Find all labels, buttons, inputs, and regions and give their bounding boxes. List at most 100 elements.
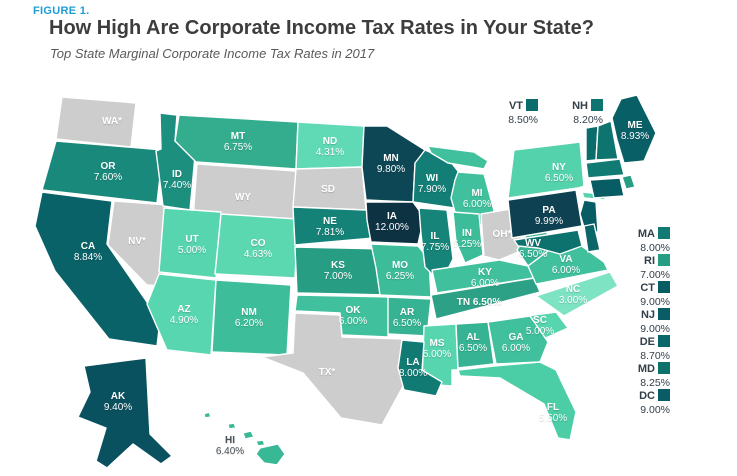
callout-swatch-ri bbox=[658, 254, 670, 266]
callout-md: MD 8.25% bbox=[638, 362, 670, 389]
svg-text:VT: VT bbox=[509, 100, 523, 112]
callout-swatch-md bbox=[658, 362, 670, 374]
svg-text:DE: DE bbox=[640, 336, 655, 348]
state-label-ky: KY6.00% bbox=[471, 267, 499, 289]
state-label-ny: NY6.50% bbox=[545, 162, 573, 184]
svg-text:CO: CO bbox=[251, 238, 266, 249]
svg-text:7.40%: 7.40% bbox=[163, 180, 191, 191]
state-hi bbox=[203, 411, 286, 466]
state-label-tx: TX* bbox=[319, 367, 336, 378]
state-label-in: IN6.25% bbox=[453, 228, 481, 250]
state-fl bbox=[457, 361, 577, 441]
svg-text:IL: IL bbox=[431, 231, 440, 242]
state-label-mo: MO6.25% bbox=[386, 260, 414, 282]
svg-text:9.80%: 9.80% bbox=[377, 164, 405, 175]
state-label-sd: SD bbox=[321, 184, 335, 195]
svg-text:6.40%: 6.40% bbox=[216, 446, 244, 457]
svg-text:6.75%: 6.75% bbox=[224, 142, 252, 153]
state-label-nv: NV* bbox=[128, 236, 146, 247]
svg-text:AL: AL bbox=[466, 332, 479, 343]
svg-text:TX*: TX* bbox=[319, 367, 336, 378]
svg-text:KY: KY bbox=[478, 267, 492, 278]
svg-text:6.20%: 6.20% bbox=[235, 318, 263, 329]
state-label-nc: NC3.00% bbox=[559, 284, 587, 306]
svg-text:AR: AR bbox=[400, 307, 415, 318]
state-pa bbox=[507, 189, 583, 239]
svg-text:MA: MA bbox=[638, 228, 655, 240]
svg-text:MS: MS bbox=[430, 338, 445, 349]
svg-text:WA*: WA* bbox=[102, 116, 122, 127]
svg-text:6.00%: 6.00% bbox=[339, 316, 367, 327]
state-label-co: CO4.63% bbox=[244, 238, 272, 260]
callout-nj: NJ 9.00% bbox=[640, 308, 670, 335]
svg-text:PA: PA bbox=[542, 205, 555, 216]
svg-text:6.00%: 6.00% bbox=[502, 343, 530, 354]
svg-text:7.90%: 7.90% bbox=[418, 184, 446, 195]
callout-swatch-dc bbox=[658, 389, 670, 401]
state-label-ar: AR6.50% bbox=[393, 307, 421, 329]
state-ca bbox=[34, 191, 161, 347]
state-label-wv: WV6.50% bbox=[519, 238, 547, 260]
state-me bbox=[611, 94, 657, 164]
callout-nh: NH 8.20% bbox=[572, 99, 603, 126]
svg-text:WI: WI bbox=[426, 173, 438, 184]
state-nc bbox=[535, 271, 619, 317]
state-label-mn: MN9.80% bbox=[377, 153, 405, 175]
svg-text:4.90%: 4.90% bbox=[170, 315, 198, 326]
svg-text:NH: NH bbox=[572, 100, 588, 112]
svg-text:9.40%: 9.40% bbox=[104, 402, 132, 413]
svg-text:8.00%: 8.00% bbox=[399, 368, 427, 379]
svg-text:4.31%: 4.31% bbox=[316, 147, 344, 158]
state-label-az: AZ4.90% bbox=[170, 304, 198, 326]
state-tx bbox=[261, 312, 408, 426]
svg-text:MI: MI bbox=[471, 188, 482, 199]
svg-text:NE: NE bbox=[323, 216, 337, 227]
svg-text:OK: OK bbox=[346, 305, 362, 316]
svg-text:8.70%: 8.70% bbox=[640, 350, 670, 362]
svg-text:OH*: OH* bbox=[493, 229, 512, 240]
svg-text:WY: WY bbox=[235, 192, 251, 203]
svg-text:7.81%: 7.81% bbox=[316, 227, 344, 238]
svg-text:6.00%: 6.00% bbox=[463, 199, 491, 210]
svg-text:GA: GA bbox=[509, 332, 524, 343]
svg-text:5.50%: 5.50% bbox=[539, 413, 567, 424]
state-label-me: ME8.93% bbox=[621, 120, 649, 142]
state-label-ga: GA6.00% bbox=[502, 332, 530, 354]
callout-ct: CT 9.00% bbox=[640, 281, 670, 308]
svg-text:6.50%: 6.50% bbox=[519, 249, 547, 260]
svg-text:MO: MO bbox=[392, 260, 408, 271]
svg-text:ME: ME bbox=[628, 120, 643, 131]
state-ct bbox=[589, 177, 625, 199]
svg-text:NY: NY bbox=[552, 162, 566, 173]
callout-swatch-nj bbox=[658, 308, 670, 320]
callout-swatch-vt bbox=[526, 99, 538, 111]
svg-text:8.00%: 8.00% bbox=[640, 242, 670, 254]
svg-text:7.75%: 7.75% bbox=[421, 242, 449, 253]
state-label-ks: KS7.00% bbox=[324, 260, 352, 282]
svg-text:9.00%: 9.00% bbox=[640, 404, 670, 416]
state-label-al: AL6.50% bbox=[459, 332, 487, 354]
state-label-wy: WY bbox=[235, 192, 251, 203]
figure-title: How High Are Corporate Income Tax Rates … bbox=[49, 17, 594, 39]
svg-text:IN: IN bbox=[462, 228, 472, 239]
svg-text:ND: ND bbox=[323, 136, 337, 147]
state-al bbox=[455, 321, 495, 369]
svg-text:4.63%: 4.63% bbox=[244, 249, 272, 260]
callout-ma: MA 8.00% bbox=[638, 227, 670, 254]
svg-text:LA: LA bbox=[406, 357, 419, 368]
state-ga bbox=[487, 315, 549, 365]
svg-text:NC: NC bbox=[566, 284, 580, 295]
state-label-pa: PA9.99% bbox=[535, 205, 563, 227]
svg-text:8.25%: 8.25% bbox=[640, 377, 670, 389]
svg-text:OR: OR bbox=[101, 161, 117, 172]
svg-text:DC: DC bbox=[639, 390, 655, 402]
callout-swatch-ct bbox=[658, 281, 670, 293]
state-label-nd: ND4.31% bbox=[316, 136, 344, 158]
state-ut bbox=[158, 207, 222, 279]
state-ma bbox=[585, 158, 625, 179]
svg-text:6.25%: 6.25% bbox=[453, 239, 481, 250]
svg-text:9.00%: 9.00% bbox=[640, 323, 670, 335]
svg-text:7.00%: 7.00% bbox=[640, 269, 670, 281]
